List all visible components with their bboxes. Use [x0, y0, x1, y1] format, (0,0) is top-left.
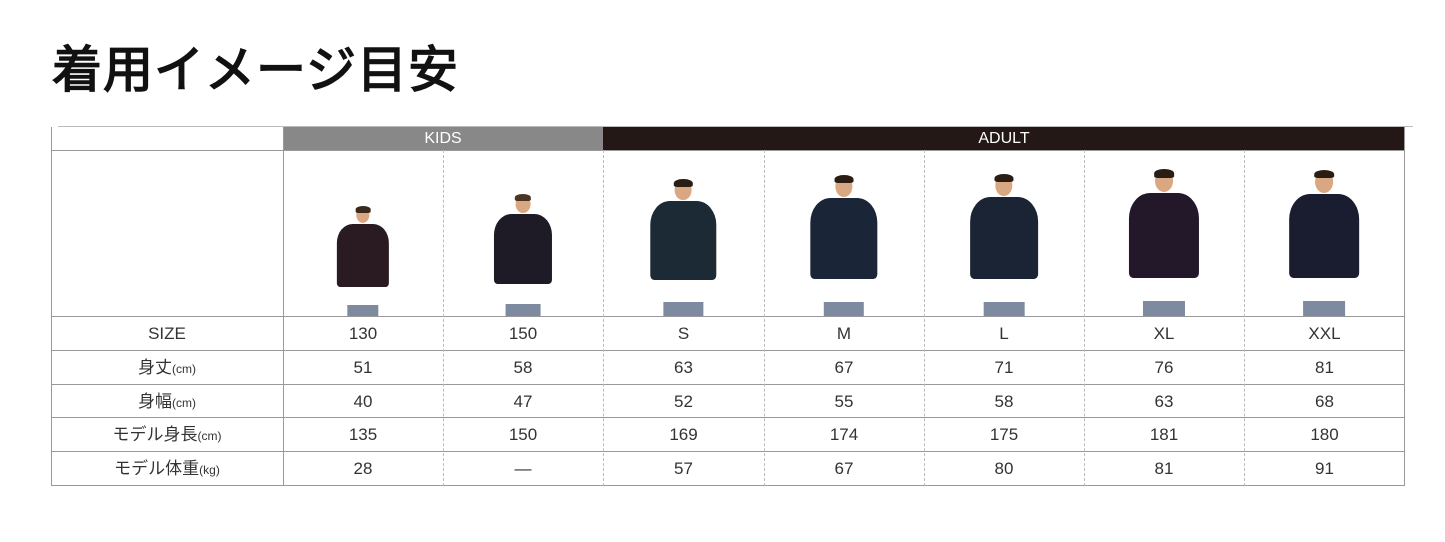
hair: [1154, 168, 1174, 178]
size-chart-table: KIDS ADULT SIZE 130 150 S M L XL XXL 身丈(cm) 51 58 6…: [51, 127, 1405, 486]
row-label: 身幅(cm): [51, 385, 283, 419]
row-label: モデル体重(kg): [51, 452, 283, 486]
row-label-text: 身丈: [138, 358, 172, 377]
sweatshirt: [650, 201, 717, 281]
column-divider-dashed: [1244, 150, 1245, 486]
hair: [514, 194, 532, 202]
adult-header: ADULT: [603, 127, 1405, 150]
row-divider: [51, 350, 1405, 351]
row-divider: [51, 384, 1405, 385]
column-divider: [283, 127, 284, 486]
table-cell: 81: [1154, 459, 1174, 478]
model-photo: [1128, 168, 1200, 316]
sweatshirt: [1128, 192, 1200, 278]
row-label-unit: (cm): [197, 429, 222, 443]
model-photo: [970, 173, 1038, 316]
table-cell: 28: [353, 459, 373, 478]
table-cell: 63: [1154, 392, 1174, 411]
column-divider-dashed: [603, 150, 604, 486]
row-divider: [51, 417, 1405, 418]
table-cell: 169: [669, 425, 698, 444]
table-cell: 135: [348, 425, 378, 444]
row-divider: [51, 150, 1405, 151]
sweatshirt: [810, 197, 878, 280]
table-cell: 51: [353, 358, 373, 377]
jeans: [983, 301, 1025, 316]
page-title: 着用イメージ目安: [52, 41, 459, 99]
sweatshirt: [493, 214, 553, 285]
hair: [674, 178, 693, 187]
model-photo: [1289, 169, 1360, 316]
row-label-text: モデル体重: [114, 459, 200, 478]
table-cell: 181: [1149, 425, 1179, 444]
sweatshirt: [336, 224, 390, 288]
table-cell: 91: [1315, 459, 1334, 478]
table-cell: S: [677, 324, 690, 343]
table-cell: 57: [674, 459, 693, 478]
column-divider-dashed: [1084, 150, 1085, 486]
column-divider: [51, 127, 52, 486]
table-cell: 130: [348, 324, 378, 343]
column-divider-dashed: [764, 150, 765, 486]
table-cell: 174: [829, 425, 859, 444]
column-divider: [1404, 127, 1405, 486]
table-cell: XXL: [1308, 324, 1341, 343]
sweatshirt: [1289, 193, 1360, 278]
row-divider: [51, 316, 1405, 317]
row-divider: [51, 485, 1405, 486]
table-cell: 47: [513, 392, 533, 411]
table-cell: —: [514, 459, 532, 478]
kids-header: KIDS: [283, 127, 603, 150]
row-label-unit: (kg): [199, 463, 220, 477]
table-cell: 68: [1315, 392, 1334, 411]
row-label-text: 身幅: [138, 392, 172, 411]
top-divider: [58, 126, 1413, 127]
column-divider-dashed: [443, 150, 444, 486]
row-label-unit: (cm): [172, 362, 196, 376]
table-cell: 58: [513, 358, 533, 377]
model-photo: [810, 174, 878, 316]
hair: [1314, 169, 1335, 179]
table-cell: 67: [834, 459, 854, 478]
row-label-unit: (cm): [172, 396, 196, 410]
hair: [994, 173, 1014, 183]
table-cell: 76: [1154, 358, 1174, 377]
table-cell: 55: [834, 392, 854, 411]
table-cell: 81: [1315, 358, 1334, 377]
model-photo: [650, 178, 717, 316]
row-label: SIZE: [51, 317, 283, 351]
row-divider: [51, 451, 1405, 452]
table-cell: 180: [1310, 425, 1339, 444]
table-cell: 80: [994, 459, 1014, 478]
jeans: [663, 302, 704, 316]
jeans: [823, 301, 865, 316]
jeans: [505, 303, 541, 316]
row-label-text: SIZE: [148, 324, 186, 343]
table-cell: 67: [834, 358, 854, 377]
hair: [355, 206, 371, 213]
sweatshirt: [970, 197, 1038, 279]
hair: [834, 174, 854, 183]
model-photo: [336, 206, 390, 316]
table-cell: 150: [508, 324, 538, 343]
model-photo: [493, 194, 553, 316]
table-cell: 150: [508, 425, 538, 444]
table-cell: 40: [353, 392, 373, 411]
jeans: [1142, 301, 1186, 316]
table-cell: 58: [994, 392, 1014, 411]
table-cell: M: [836, 324, 852, 343]
table-cell: 175: [989, 425, 1019, 444]
jeans: [1303, 301, 1346, 316]
table-cell: 63: [674, 358, 693, 377]
table-cell: L: [999, 324, 1009, 343]
row-label: 身丈(cm): [51, 351, 283, 385]
table-cell: 52: [674, 392, 693, 411]
row-label: モデル身長(cm): [51, 418, 283, 452]
table-cell: 71: [994, 358, 1014, 377]
table-cell: XL: [1153, 324, 1175, 343]
column-divider-dashed: [924, 150, 925, 486]
row-label-text: モデル身長: [112, 425, 198, 444]
jeans: [347, 305, 379, 316]
